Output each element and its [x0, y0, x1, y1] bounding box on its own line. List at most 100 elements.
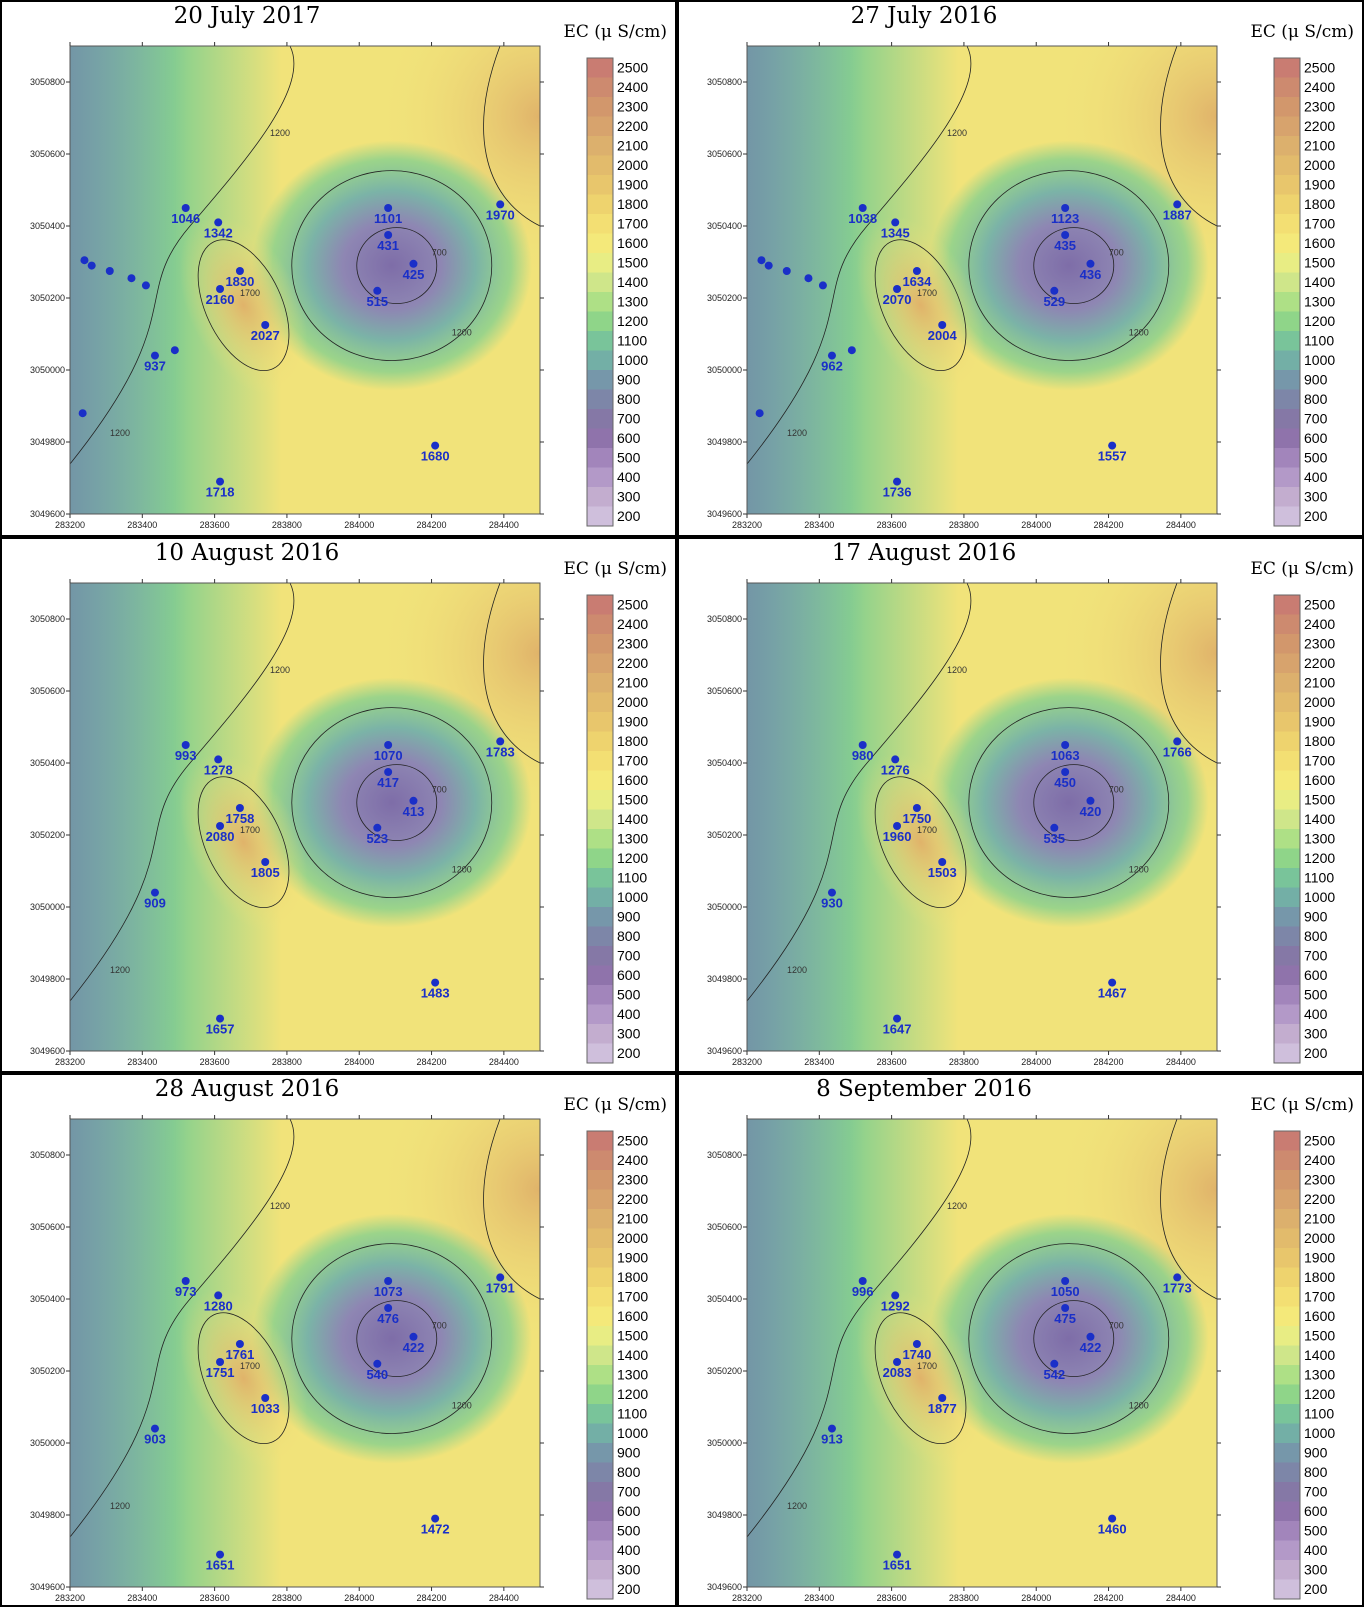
y-tick-label: 3050800 [707, 77, 742, 87]
colorbar-label: 1400 [1304, 1347, 1335, 1363]
well-marker [431, 1514, 440, 1523]
colorbar-swatch [587, 751, 613, 771]
colorbar-swatch [587, 1423, 613, 1443]
well-value-label: 1651 [883, 1558, 912, 1573]
colorbar-swatch [587, 214, 613, 234]
colorbar-label: 2500 [617, 597, 648, 613]
colorbar-label: 2100 [617, 1211, 648, 1227]
colorbar-swatch [587, 389, 613, 409]
contour-label: 1700 [240, 288, 260, 298]
colorbar-label: 600 [1304, 430, 1328, 446]
well-marker [1086, 796, 1095, 805]
colorbar-label: 2400 [1304, 1152, 1335, 1168]
well-marker [893, 822, 902, 830]
well-value-label: 1657 [206, 1022, 235, 1037]
colorbar-swatch [1274, 692, 1300, 712]
colorbar-swatch [587, 272, 613, 292]
colorbar-label: 1400 [617, 274, 648, 290]
contour-label: 1200 [1129, 328, 1149, 338]
well-value-label: 962 [821, 359, 843, 374]
colorbar-label: 1000 [617, 889, 648, 905]
ec-unit-label: EC (μ S/cm) [1250, 1095, 1354, 1115]
well-marker [1050, 286, 1059, 295]
well-value-label: 937 [144, 359, 166, 374]
colorbar-swatch [587, 253, 613, 273]
y-tick-label: 3050000 [707, 365, 742, 375]
y-tick-label: 3049800 [30, 1510, 65, 1520]
well-marker [827, 1424, 836, 1433]
x-tick-label: 283800 [272, 1057, 302, 1067]
well-marker [1050, 1359, 1059, 1368]
colorbar-swatch [1274, 790, 1300, 810]
contour-label: 700 [1109, 785, 1124, 795]
well-marker [1173, 1273, 1182, 1282]
colorbar-swatch [587, 428, 613, 448]
colorbar-swatch [1274, 331, 1300, 351]
colorbar-label: 500 [617, 450, 641, 466]
well-value-label: 1503 [928, 865, 957, 880]
well-value-label: 1750 [902, 811, 931, 826]
colorbar-swatch [1274, 370, 1300, 390]
colorbar-swatch [1274, 731, 1300, 751]
contour-label: 1700 [240, 1361, 260, 1371]
colorbar-swatch [587, 506, 613, 526]
well-value-label: 542 [1043, 1367, 1065, 1382]
well-marker [1108, 978, 1117, 987]
x-tick-label: 284000 [1021, 1593, 1051, 1603]
well-value-label: 1773 [1163, 1280, 1192, 1295]
colorbar-label: 1100 [1304, 870, 1334, 886]
colorbar-label: 200 [617, 1581, 641, 1597]
colorbar-label: 2500 [617, 1133, 648, 1149]
well-value-label: 515 [366, 294, 388, 309]
colorbar-label: 2500 [1304, 597, 1335, 613]
colorbar-swatch [1274, 712, 1300, 732]
contour-label: 1200 [1129, 865, 1149, 875]
colorbar-swatch [1274, 751, 1300, 771]
colorbar-swatch [1274, 1209, 1300, 1229]
well-marker [373, 1359, 382, 1368]
y-tick-label: 3050600 [30, 686, 65, 696]
colorbar-label: 900 [1304, 1445, 1328, 1461]
well-marker [496, 737, 505, 746]
well-value-label: 1033 [251, 1401, 280, 1416]
colorbar-swatch [587, 1326, 613, 1346]
colorbar-swatch [1274, 673, 1300, 693]
colorbar-label: 1200 [617, 850, 648, 866]
well-marker [1108, 441, 1117, 450]
y-tick-label: 3049600 [30, 509, 65, 519]
x-tick-label: 284400 [1166, 520, 1196, 530]
colorbar-label: 200 [1304, 508, 1328, 524]
contour-label: 1200 [270, 1201, 290, 1211]
colorbar-label: 2100 [617, 675, 648, 691]
well-marker [216, 285, 225, 293]
well-value-label: 420 [1080, 804, 1102, 819]
colorbar-swatch [587, 1131, 613, 1151]
survey-point [764, 261, 773, 270]
well-marker [938, 858, 947, 866]
panel-title: 8 September 2016 [816, 1076, 1032, 1102]
well-marker [216, 1014, 225, 1023]
colorbar-label: 800 [1304, 928, 1328, 944]
ec-unit-label: EC (μ S/cm) [1250, 22, 1354, 42]
colorbar-label: 1200 [1304, 313, 1335, 329]
colorbar-label: 1500 [1304, 1328, 1335, 1344]
colorbar-label: 1700 [617, 1289, 648, 1305]
colorbar-label: 2300 [1304, 99, 1335, 115]
colorbar-swatch [1274, 1043, 1300, 1063]
colorbar-label: 1300 [1304, 831, 1335, 847]
colorbar-label: 1900 [1304, 177, 1335, 193]
y-tick-label: 3050000 [707, 902, 742, 912]
colorbar-label: 300 [617, 1562, 641, 1578]
colorbar-swatch [1274, 194, 1300, 214]
colorbar-swatch [587, 887, 613, 907]
colorbar-label: 2300 [617, 99, 648, 115]
x-tick-label: 283800 [949, 1057, 979, 1067]
colorbar-swatch [587, 77, 613, 97]
colorbar-swatch [1274, 292, 1300, 312]
well-marker [1061, 204, 1070, 212]
y-tick-label: 3050000 [30, 365, 65, 375]
well-value-label: 2070 [883, 292, 912, 307]
contour-fill: 1200 1700 700 1200 1200 [747, 1119, 1217, 1587]
colorbar-label: 200 [1304, 1045, 1328, 1061]
well-value-label: 1805 [251, 865, 280, 880]
